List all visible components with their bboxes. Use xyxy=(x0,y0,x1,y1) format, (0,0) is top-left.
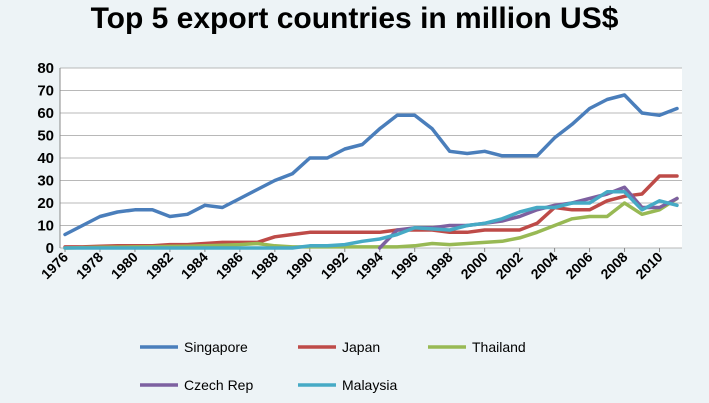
series-line-singapore xyxy=(63,93,679,237)
y-tick-label: 10 xyxy=(37,218,54,235)
x-tick-label: 2002 xyxy=(492,249,525,282)
x-axis: 1976 1978 1980 1982 1984 1986 1988 1990 1992 1994… xyxy=(38,249,666,282)
series-lines xyxy=(63,93,679,250)
x-tick-label: 1978 xyxy=(73,249,106,282)
x-tick-label: 2010 xyxy=(632,249,665,282)
y-tick-label: 20 xyxy=(37,195,54,212)
x-tick-label: 1986 xyxy=(213,249,246,282)
x-tick-label: 1996 xyxy=(387,249,420,282)
x-tick-label: 1982 xyxy=(143,249,176,282)
x-tick-label: 2000 xyxy=(457,249,490,282)
legend: Singapore Japan Thailand Czech Rep Malaysia xyxy=(140,339,526,393)
x-tick-label: 1980 xyxy=(108,249,141,282)
series-line-malaysia xyxy=(63,190,679,250)
x-tick-label: 1990 xyxy=(283,249,316,282)
gridlines xyxy=(59,67,682,252)
y-tick-label: 30 xyxy=(37,173,54,190)
x-tick-label: 2008 xyxy=(597,249,630,282)
y-tick-label: 70 xyxy=(37,83,54,100)
chart-title: Top 5 export countries in million US$ xyxy=(90,2,619,35)
x-tick-label: 1992 xyxy=(318,249,351,282)
y-tick-label: 50 xyxy=(37,128,54,145)
y-tick-label: 0 xyxy=(46,240,54,257)
y-tick-label: 80 xyxy=(37,60,54,77)
legend-label: Thailand xyxy=(472,339,526,355)
y-tick-label: 40 xyxy=(37,150,54,167)
legend-label: Singapore xyxy=(184,339,248,355)
y-tick-label: 60 xyxy=(37,105,54,122)
x-tick-label: 1988 xyxy=(248,249,281,282)
legend-label: Japan xyxy=(342,339,380,355)
x-tick-label: 1998 xyxy=(422,249,455,282)
legend-label: Malaysia xyxy=(342,377,397,393)
x-tick-label: 2006 xyxy=(562,249,595,282)
x-tick-label: 1984 xyxy=(178,249,211,282)
x-tick-label: 2004 xyxy=(527,249,560,282)
y-axis: 0 10 20 30 40 50 60 70 80 xyxy=(37,60,54,257)
x-tick-label: 1994 xyxy=(353,249,386,282)
legend-label: Czech Rep xyxy=(184,377,253,393)
x-tick-label: 1976 xyxy=(38,249,71,282)
